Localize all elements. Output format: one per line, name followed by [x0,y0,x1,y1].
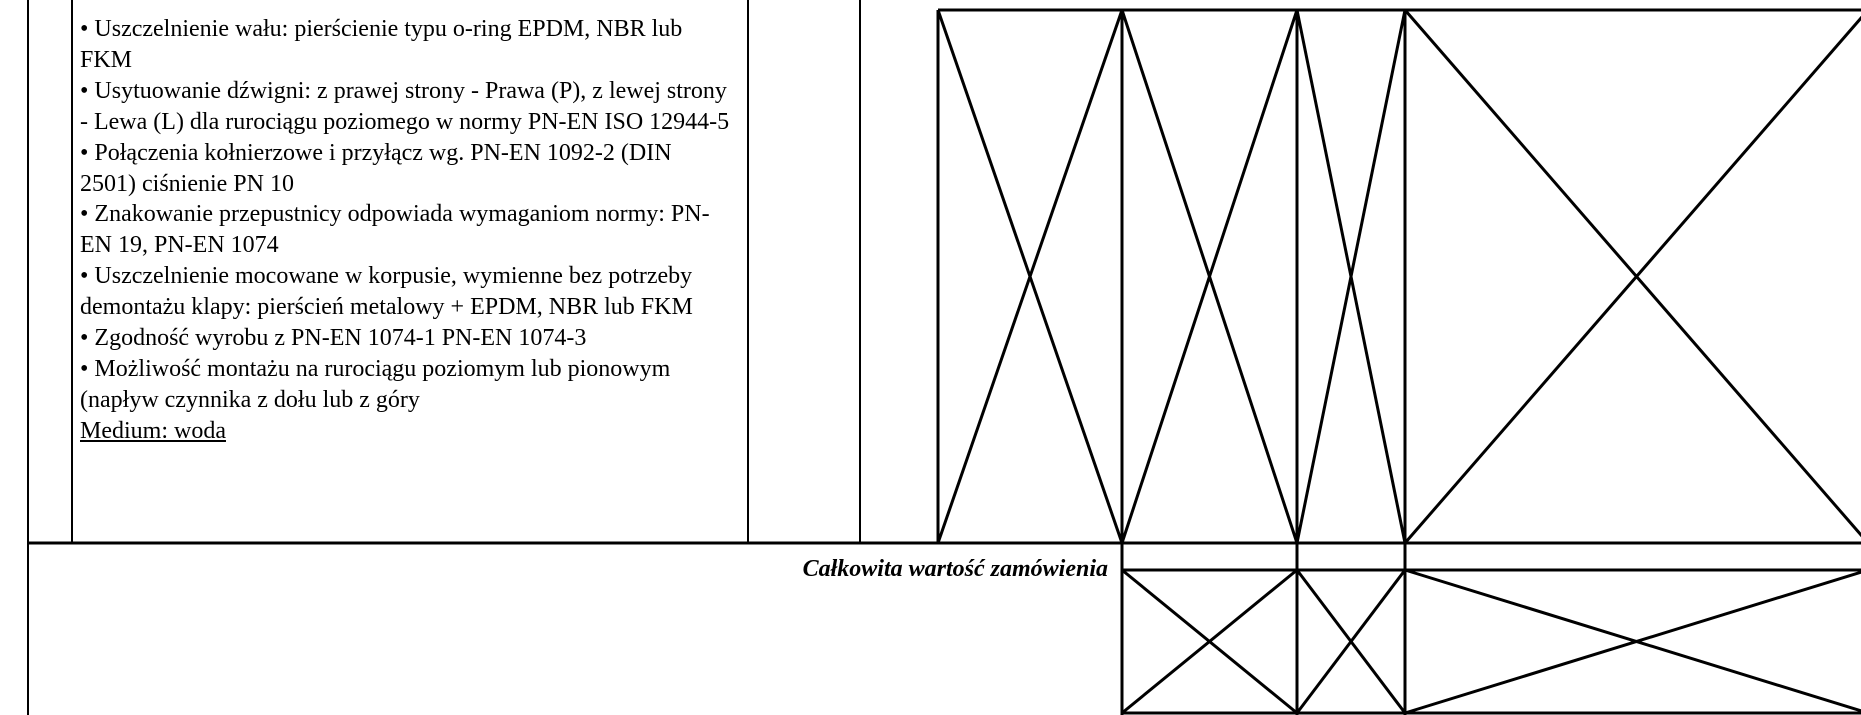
description: • Uszczelnienie wału: pierścienie typu o… [80,14,730,447]
medium: Medium: woda [80,417,226,444]
total-label: Całkowita wartość zamówienia [802,556,1108,582]
item: • Połączenia kołnierzowe i przyłącz wg. … [80,139,672,197]
item: • Możliwość montażu na rurociągu poziomy… [80,355,671,413]
item: • Znakowanie przepustnicy odpowiada wyma… [80,201,710,259]
item: • Uszczelnienie mocowane w korpusie, wym… [80,263,693,321]
item: • Usytuowanie dźwigni: z prawej strony -… [80,77,730,135]
item: • Zgodność wyrobu z PN-EN 1074-1 PN-EN 1… [80,325,587,352]
item: • Uszczelnienie wału: pierścienie typu o… [80,16,683,73]
